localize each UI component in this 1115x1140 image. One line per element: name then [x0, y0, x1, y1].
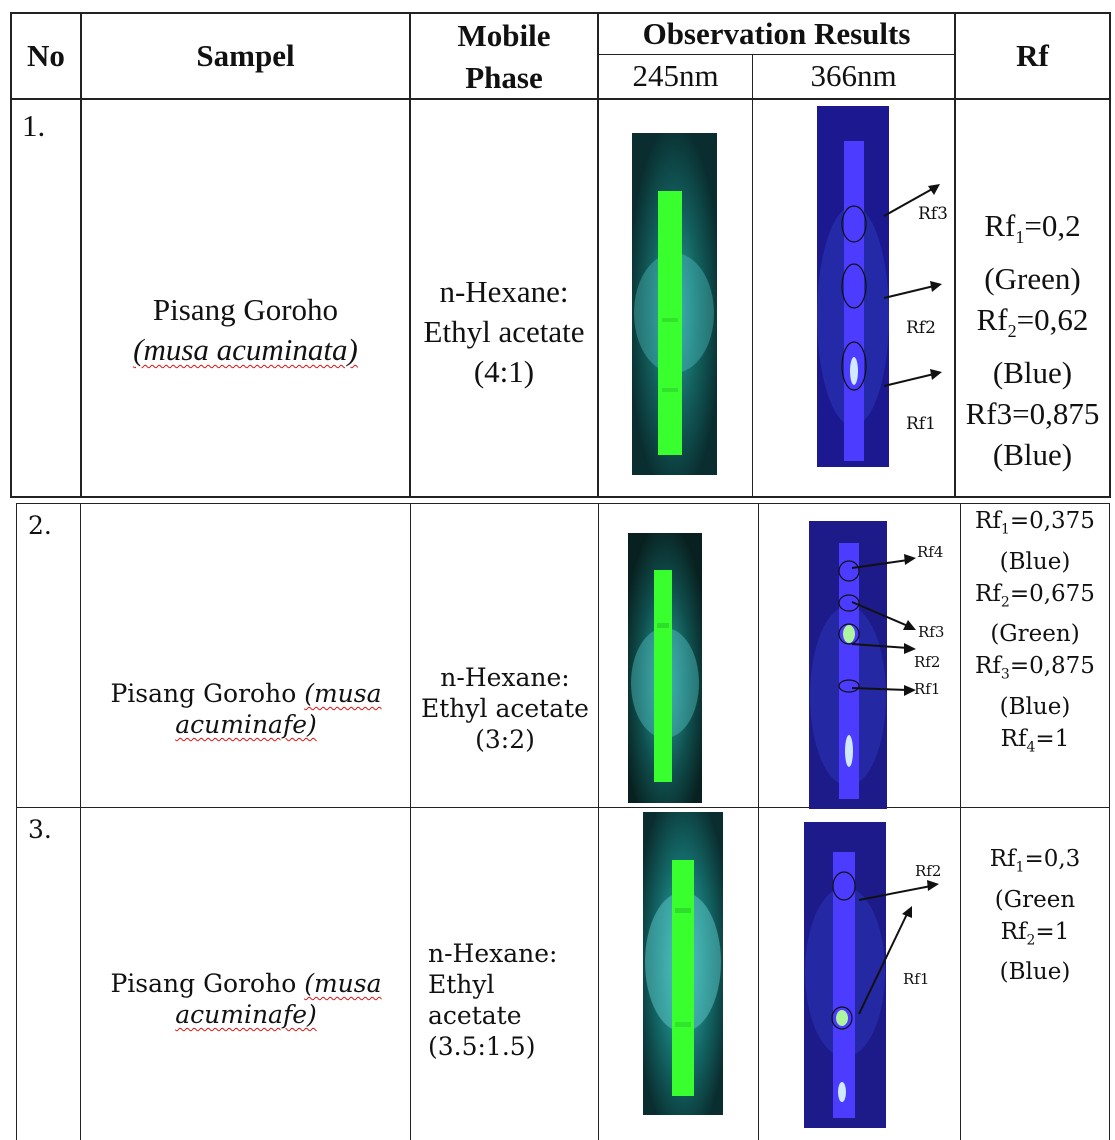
mobile-phase: n-Hexane: Ethyl acetate (3.5:1.5) — [428, 938, 598, 1062]
mobile-phase-line: Ethyl acetate — [421, 694, 589, 723]
rf-value-line: Rf1=0,2 — [984, 208, 1081, 248]
mobile-phase-line: n-Hexane: — [428, 939, 558, 968]
sample-name-line: acuminafe) — [175, 710, 317, 739]
rf-values: Rf1=0,3 (Green Rf2=1 (Blue) — [962, 843, 1108, 988]
rf-value-line: Rf2=0,62 — [976, 302, 1089, 342]
row-number: 3. — [28, 815, 52, 844]
sample-name: Pisang Goroho (musa acuminafe) — [82, 968, 410, 1030]
mobile-phase-line: Ethyl — [428, 970, 495, 999]
rf-value-line: Rf2=0,675 — [975, 580, 1095, 611]
rf-label: Rf3 — [918, 204, 948, 224]
header-366nm: 366nm — [810, 58, 897, 93]
rf-value-line: (Green — [994, 886, 1076, 913]
header-rf: Rf — [1016, 38, 1049, 73]
sample-name-line: acuminafe) — [175, 1000, 317, 1029]
tlc-plate-254nm-image — [632, 133, 717, 475]
mobile-phase-line: (3:2) — [475, 725, 535, 754]
rf-label: Rf1 — [903, 970, 930, 988]
sample-name-line: Pisang Goroho (musa — [110, 679, 382, 708]
rf-value-line: Rf1=0,3 — [989, 846, 1081, 876]
header-mobile-line1: Mobile — [457, 18, 551, 53]
tlc-plate-366nm-image — [804, 822, 886, 1128]
rf-label: Rf2 — [914, 653, 941, 671]
rf-value-line: (Blue) — [999, 548, 1071, 575]
rf-label: Rf1 — [914, 680, 941, 698]
row-number: 2. — [28, 511, 52, 540]
rf-value-line: Rf1=0,375 — [975, 508, 1095, 538]
rf-label: Rf3 — [918, 623, 945, 641]
rf-value-line: Rf2=1 — [1000, 918, 1070, 949]
rf-label: Rf2 — [915, 862, 942, 880]
sample-scientific-name-text: (musa acuminata) — [133, 332, 358, 367]
tlc-plate-254nm-image — [628, 533, 702, 803]
mobile-phase-line: n-Hexane: — [439, 274, 569, 309]
tlc-plate-366nm-image — [809, 521, 887, 809]
header-no: No — [27, 38, 65, 73]
header-245nm: 245nm — [632, 58, 719, 93]
mobile-phase: n-Hexane: Ethyl acetate (4:1) — [411, 272, 597, 392]
rf-label: Rf4 — [917, 543, 944, 561]
sample-name: Pisang Goroho (musa acuminafe) — [82, 678, 410, 740]
rf-value-line: Rf3=0,875 — [965, 396, 1100, 432]
mobile-phase-line: acetate — [428, 1001, 522, 1030]
rf-value-line: (Blue) — [992, 355, 1073, 391]
header-sample: Sampel — [196, 38, 295, 73]
rf-value-line: (Blue) — [992, 437, 1073, 473]
rf-value-line: Rf3=0,875 — [975, 653, 1095, 683]
header-mobile-line2: Phase — [465, 60, 543, 95]
sample-common-name: Pisang Goroho — [152, 292, 339, 327]
rf-values: Rf1=0,2 (Green) Rf2=0,62 (Blue) Rf3=0,87… — [956, 205, 1109, 475]
rf-label: Rf2 — [906, 318, 936, 338]
rf-value-line: Rf4=1 — [1000, 725, 1070, 756]
mobile-phase: n-Hexane: Ethyl acetate (3:2) — [412, 662, 598, 755]
rf-label: Rf1 — [906, 414, 936, 434]
rf-values: Rf1=0,375 (Blue) Rf2=0,675 (Green) Rf3=0… — [962, 505, 1108, 763]
mobile-phase-line: n-Hexane: — [440, 663, 570, 692]
rf-arrow — [883, 184, 942, 387]
tlc-plate-254nm-image — [643, 812, 723, 1115]
mobile-phase-line: (3.5:1.5) — [428, 1032, 536, 1061]
sample-name-line: Pisang Goroho (musa — [110, 969, 382, 998]
rf-value-line: (Blue) — [999, 693, 1071, 720]
rf-arrow — [858, 880, 939, 1015]
sample-scientific-name: (musa acuminata) — [82, 330, 409, 370]
rf-value-line: (Green) — [984, 261, 1081, 297]
rf-value-line: (Blue) — [999, 959, 1071, 986]
row-number: 1. — [22, 108, 46, 143]
header-observation: Observation Results — [642, 16, 911, 51]
mobile-phase-line: Ethyl acetate — [423, 314, 585, 349]
rf-value-line: (Green) — [990, 621, 1080, 648]
mobile-phase-line: (4:1) — [473, 354, 535, 389]
rf-arrow — [851, 554, 916, 696]
tlc-plate-366nm-image — [817, 106, 889, 467]
sample-name: Pisang Goroho (musa acuminata) — [82, 290, 409, 370]
